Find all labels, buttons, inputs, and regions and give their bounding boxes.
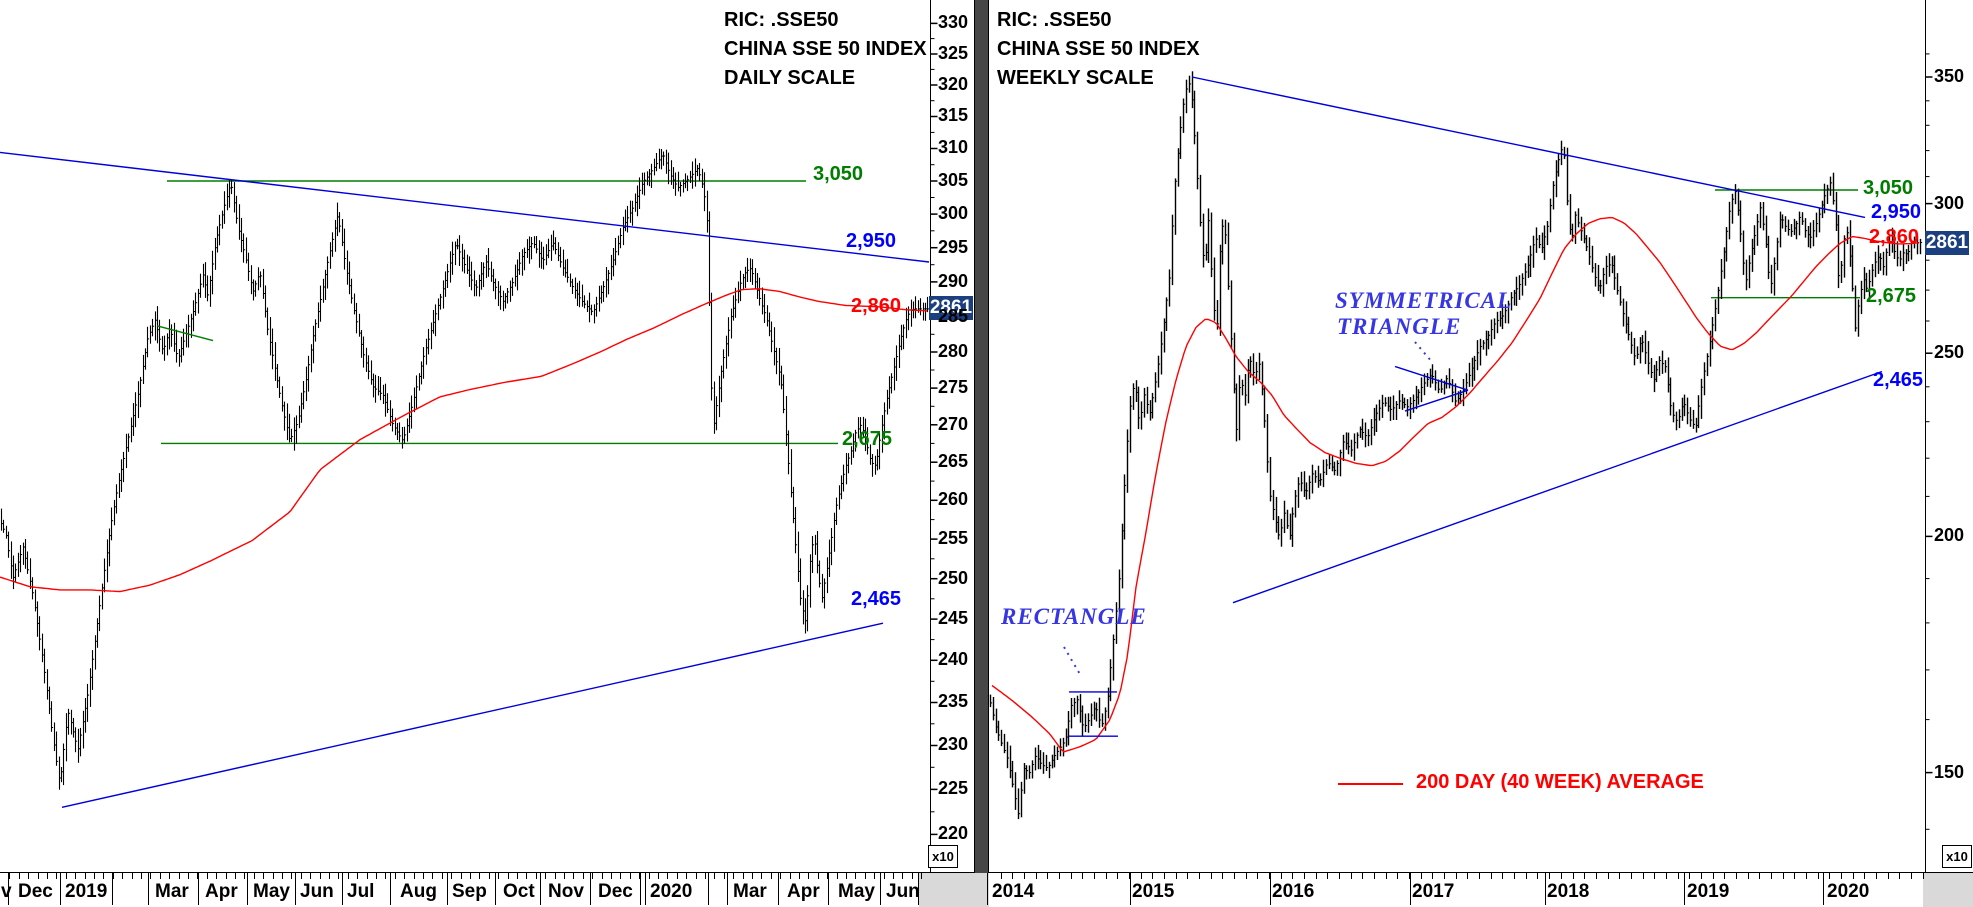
- daily-y-axis-label: 235: [938, 691, 969, 711]
- daily-x-axis-label: Dec: [598, 881, 633, 902]
- daily-y-axis-label: 325: [938, 43, 969, 63]
- daily-y-axis-label: 255: [938, 528, 969, 548]
- daily-x-axis-label: Nov: [548, 881, 584, 902]
- daily-x-axis-label: Jun: [300, 881, 334, 902]
- daily-y-axis-label: 230: [938, 734, 969, 754]
- weekly-title-name: CHINA SSE 50 INDEX: [997, 38, 1200, 60]
- symmetrical-triangle-annotation-line1: SYMMETRICAL: [1335, 288, 1513, 313]
- daily-title-ric: RIC: .SSE50: [724, 9, 839, 31]
- daily-y-axis-label: 245: [938, 608, 969, 628]
- weekly-chart-title: RIC: .SSE50 CHINA SSE 50 INDEX WEEKLY SC…: [997, 6, 1200, 93]
- daily-y-axis-label: 300: [938, 203, 969, 223]
- daily-y-axis-label: 305: [938, 170, 969, 190]
- daily-y-axis-label: 260: [938, 489, 969, 509]
- daily-title-scale: DAILY SCALE: [724, 67, 856, 89]
- weekly-average-label-2860: 2,860: [1869, 226, 1920, 248]
- weekly-support-label-2675: 2,675: [1866, 285, 1917, 307]
- weekly-x-axis-label: 2015: [1132, 881, 1175, 902]
- weekly-title-scale: WEEKLY SCALE: [997, 67, 1154, 89]
- panel-divider: [974, 0, 989, 873]
- daily-x-axis-label: Apr: [787, 881, 820, 902]
- daily-y-axis-label: 310: [938, 137, 969, 157]
- weekly-x-axis-label: 2018: [1547, 881, 1590, 902]
- daily-x-axis-label: Aug: [400, 881, 437, 902]
- daily-x-axis-label: v: [1, 881, 12, 902]
- daily-y-axis-label: 265: [938, 451, 969, 471]
- daily-trendline-label-2465: 2,465: [851, 588, 902, 610]
- weekly-x-axis-label: 2019: [1687, 881, 1730, 902]
- daily-title-name: CHINA SSE 50 INDEX: [724, 38, 927, 60]
- daily-y-axis-label: 270: [938, 414, 969, 434]
- daily-chart-title: RIC: .SSE50 CHINA SSE 50 INDEX DAILY SCA…: [724, 6, 927, 93]
- weekly-y-axis-label: 300: [1934, 193, 1965, 213]
- daily-x-axis-label: Jul: [347, 881, 375, 902]
- daily-x-axis-label: Oct: [503, 881, 535, 902]
- weekly-last-price-badge: 2861: [1925, 231, 1969, 255]
- daily-x-axis-label: Sep: [452, 881, 487, 902]
- daily-y-axis-label: 290: [938, 271, 969, 291]
- daily-y-axis-label: 320: [938, 74, 969, 94]
- daily-x-axis-label: Dec: [18, 881, 53, 902]
- daily-trendline-label-2950: 2,950: [846, 230, 897, 252]
- daily-support-label-2675: 2,675: [842, 428, 893, 450]
- daily-average-label-2860: 2,860: [851, 295, 902, 317]
- weekly-y-axis-label: 250: [1934, 342, 1965, 362]
- daily-x-axis-label: 2020: [650, 881, 693, 902]
- daily-y-axis-label: 315: [938, 105, 969, 125]
- daily-y-axis-label: 250: [938, 568, 969, 588]
- daily-y-axis-label: 225: [938, 778, 969, 798]
- weekly-y-axis-label: 150: [1934, 762, 1965, 782]
- daily-x-axis-label: May: [253, 881, 290, 902]
- weekly-trendline-label-2465: 2,465: [1873, 369, 1924, 391]
- daily-x-axis-label: Jun: [886, 881, 920, 902]
- weekly-resistance-label-3050: 3,050: [1863, 177, 1914, 199]
- daily-y-axis-label: 330: [938, 12, 969, 32]
- weekly-x-axis-label: 2016: [1272, 881, 1315, 902]
- daily-resistance-label-3050: 3,050: [813, 163, 864, 185]
- weekly-axis-unit-box: x10: [1942, 845, 1972, 868]
- weekly-x-axis-label: 2014: [992, 881, 1035, 902]
- daily-y-axis-label: 220: [938, 823, 969, 843]
- daily-y-axis-label: 285: [938, 306, 969, 326]
- daily-x-axis-label: Mar: [733, 881, 767, 902]
- moving-average-legend-label: 200 DAY (40 WEEK) AVERAGE: [1416, 771, 1704, 793]
- weekly-y-axis-label: 200: [1934, 525, 1965, 545]
- weekly-y-axis-label: 350: [1934, 66, 1965, 86]
- daily-y-axis-label: 275: [938, 377, 969, 397]
- weekly-x-axis-label: 2017: [1412, 881, 1455, 902]
- daily-axis-unit-box: x10: [928, 845, 958, 868]
- daily-x-axis-label: Mar: [155, 881, 189, 902]
- weekly-title-ric: RIC: .SSE50: [997, 9, 1112, 31]
- daily-x-axis-label: May: [838, 881, 875, 902]
- daily-x-axis-label: Apr: [205, 881, 238, 902]
- daily-y-axis-label: 295: [938, 237, 969, 257]
- daily-y-axis-label: 280: [938, 341, 969, 361]
- rectangle-pattern-annotation: RECTANGLE: [1001, 604, 1147, 629]
- daily-last-price-badge: 2861: [929, 296, 973, 320]
- daily-x-axis-label: 2019: [65, 881, 108, 902]
- weekly-x-axis-label: 2020: [1827, 881, 1870, 902]
- symmetrical-triangle-annotation-line2: TRIANGLE: [1337, 314, 1462, 339]
- weekly-trendline-label-2950: 2,950: [1871, 201, 1922, 223]
- daily-y-axis-label: 240: [938, 649, 969, 669]
